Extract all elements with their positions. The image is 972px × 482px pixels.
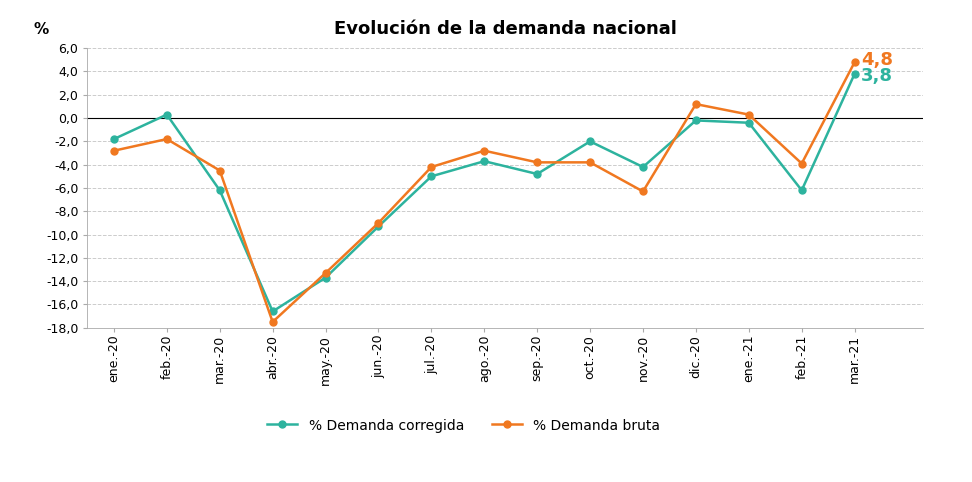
% Demanda bruta — [690, 101, 702, 107]
% Demanda corregida — [584, 138, 596, 144]
% Demanda corregida — [796, 187, 808, 193]
% Demanda bruta — [108, 148, 120, 154]
% Demanda corregida — [849, 71, 860, 77]
% Demanda corregida — [161, 112, 173, 118]
% Demanda corregida — [267, 308, 279, 314]
Line: % Demanda corregida: % Demanda corregida — [111, 70, 858, 315]
% Demanda bruta — [320, 270, 331, 276]
% Demanda corregida — [478, 158, 490, 164]
% Demanda bruta — [743, 112, 754, 118]
Text: 3,8: 3,8 — [861, 67, 893, 85]
% Demanda bruta — [161, 136, 173, 142]
Legend: % Demanda corregida, % Demanda bruta: % Demanda corregida, % Demanda bruta — [261, 413, 666, 438]
% Demanda corregida — [214, 187, 226, 193]
Text: 4,8: 4,8 — [861, 52, 893, 69]
% Demanda bruta — [638, 188, 649, 194]
% Demanda bruta — [426, 164, 437, 170]
% Demanda corregida — [743, 120, 754, 126]
% Demanda corregida — [690, 118, 702, 123]
% Demanda corregida — [108, 136, 120, 142]
Title: Evolución de la demanda nacional: Evolución de la demanda nacional — [334, 20, 677, 38]
% Demanda corregida — [532, 171, 543, 177]
% Demanda corregida — [426, 174, 437, 179]
% Demanda bruta — [584, 160, 596, 165]
Text: %: % — [33, 22, 49, 37]
% Demanda corregida — [320, 275, 331, 281]
% Demanda bruta — [532, 160, 543, 165]
% Demanda bruta — [849, 59, 860, 65]
% Demanda bruta — [372, 220, 384, 226]
% Demanda corregida — [372, 224, 384, 229]
% Demanda corregida — [638, 164, 649, 170]
% Demanda bruta — [214, 168, 226, 174]
% Demanda bruta — [796, 161, 808, 166]
% Demanda bruta — [478, 148, 490, 154]
% Demanda bruta — [267, 319, 279, 325]
Line: % Demanda bruta: % Demanda bruta — [111, 59, 858, 325]
